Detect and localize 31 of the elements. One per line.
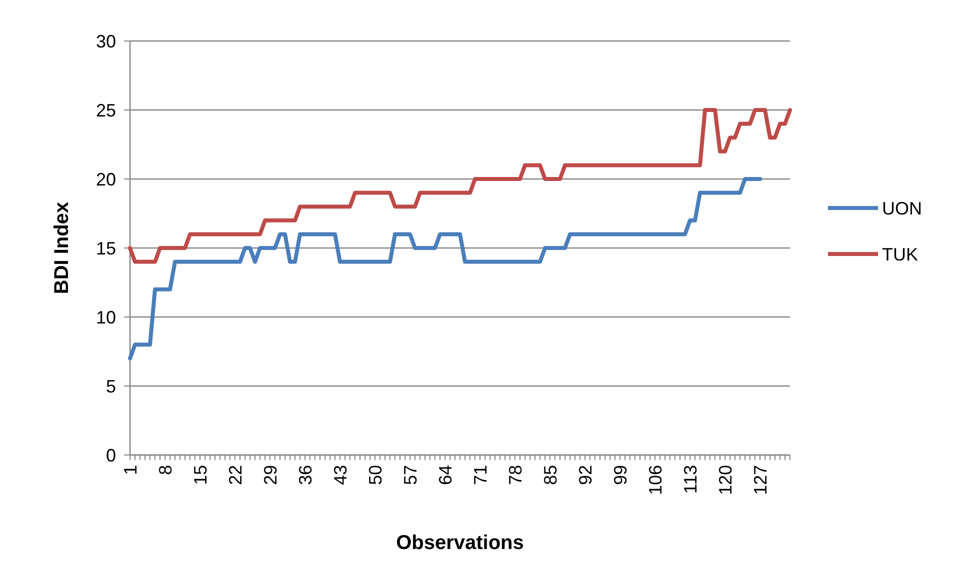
x-tick-label: 113 [680, 465, 700, 494]
y-tick-label: 30 [96, 31, 116, 52]
y-tick-label: 5 [106, 376, 116, 396]
x-tick-label: 106 [645, 465, 666, 496]
y-tick-label: 25 [96, 100, 116, 120]
x-tick-label: 50 [365, 465, 386, 486]
x-tick-label: 29 [260, 465, 280, 486]
x-tick-label: 64 [435, 465, 456, 486]
x-tick-label: 15 [190, 465, 210, 486]
x-axis-title: Observations [396, 532, 524, 554]
x-tick-label: 127 [750, 465, 770, 496]
y-tick-label: 15 [96, 238, 116, 258]
x-tick-label: 78 [505, 465, 526, 486]
x-tick-label: 120 [715, 465, 736, 496]
x-tick-label: 85 [540, 465, 560, 486]
line-series [128, 177, 762, 360]
legend-label: UON [882, 198, 922, 218]
legend-label: TUK [882, 244, 918, 264]
x-tick-label: 99 [610, 465, 630, 486]
y-tick-label: 20 [96, 169, 116, 190]
x-tick-label: 1 [120, 465, 140, 476]
x-tick-label: 36 [295, 465, 316, 486]
x-tick-label: 22 [225, 465, 246, 486]
y-tick-label: 0 [106, 445, 116, 466]
x-tick-label: 57 [400, 465, 420, 486]
x-tick-label: 8 [155, 465, 176, 476]
y-tick-label: 10 [96, 307, 116, 328]
x-tick-label: 92 [575, 465, 596, 486]
x-tick-label: 71 [470, 465, 490, 486]
y-axis-title: BDI Index [51, 202, 73, 294]
x-tick-label: 43 [330, 465, 350, 486]
